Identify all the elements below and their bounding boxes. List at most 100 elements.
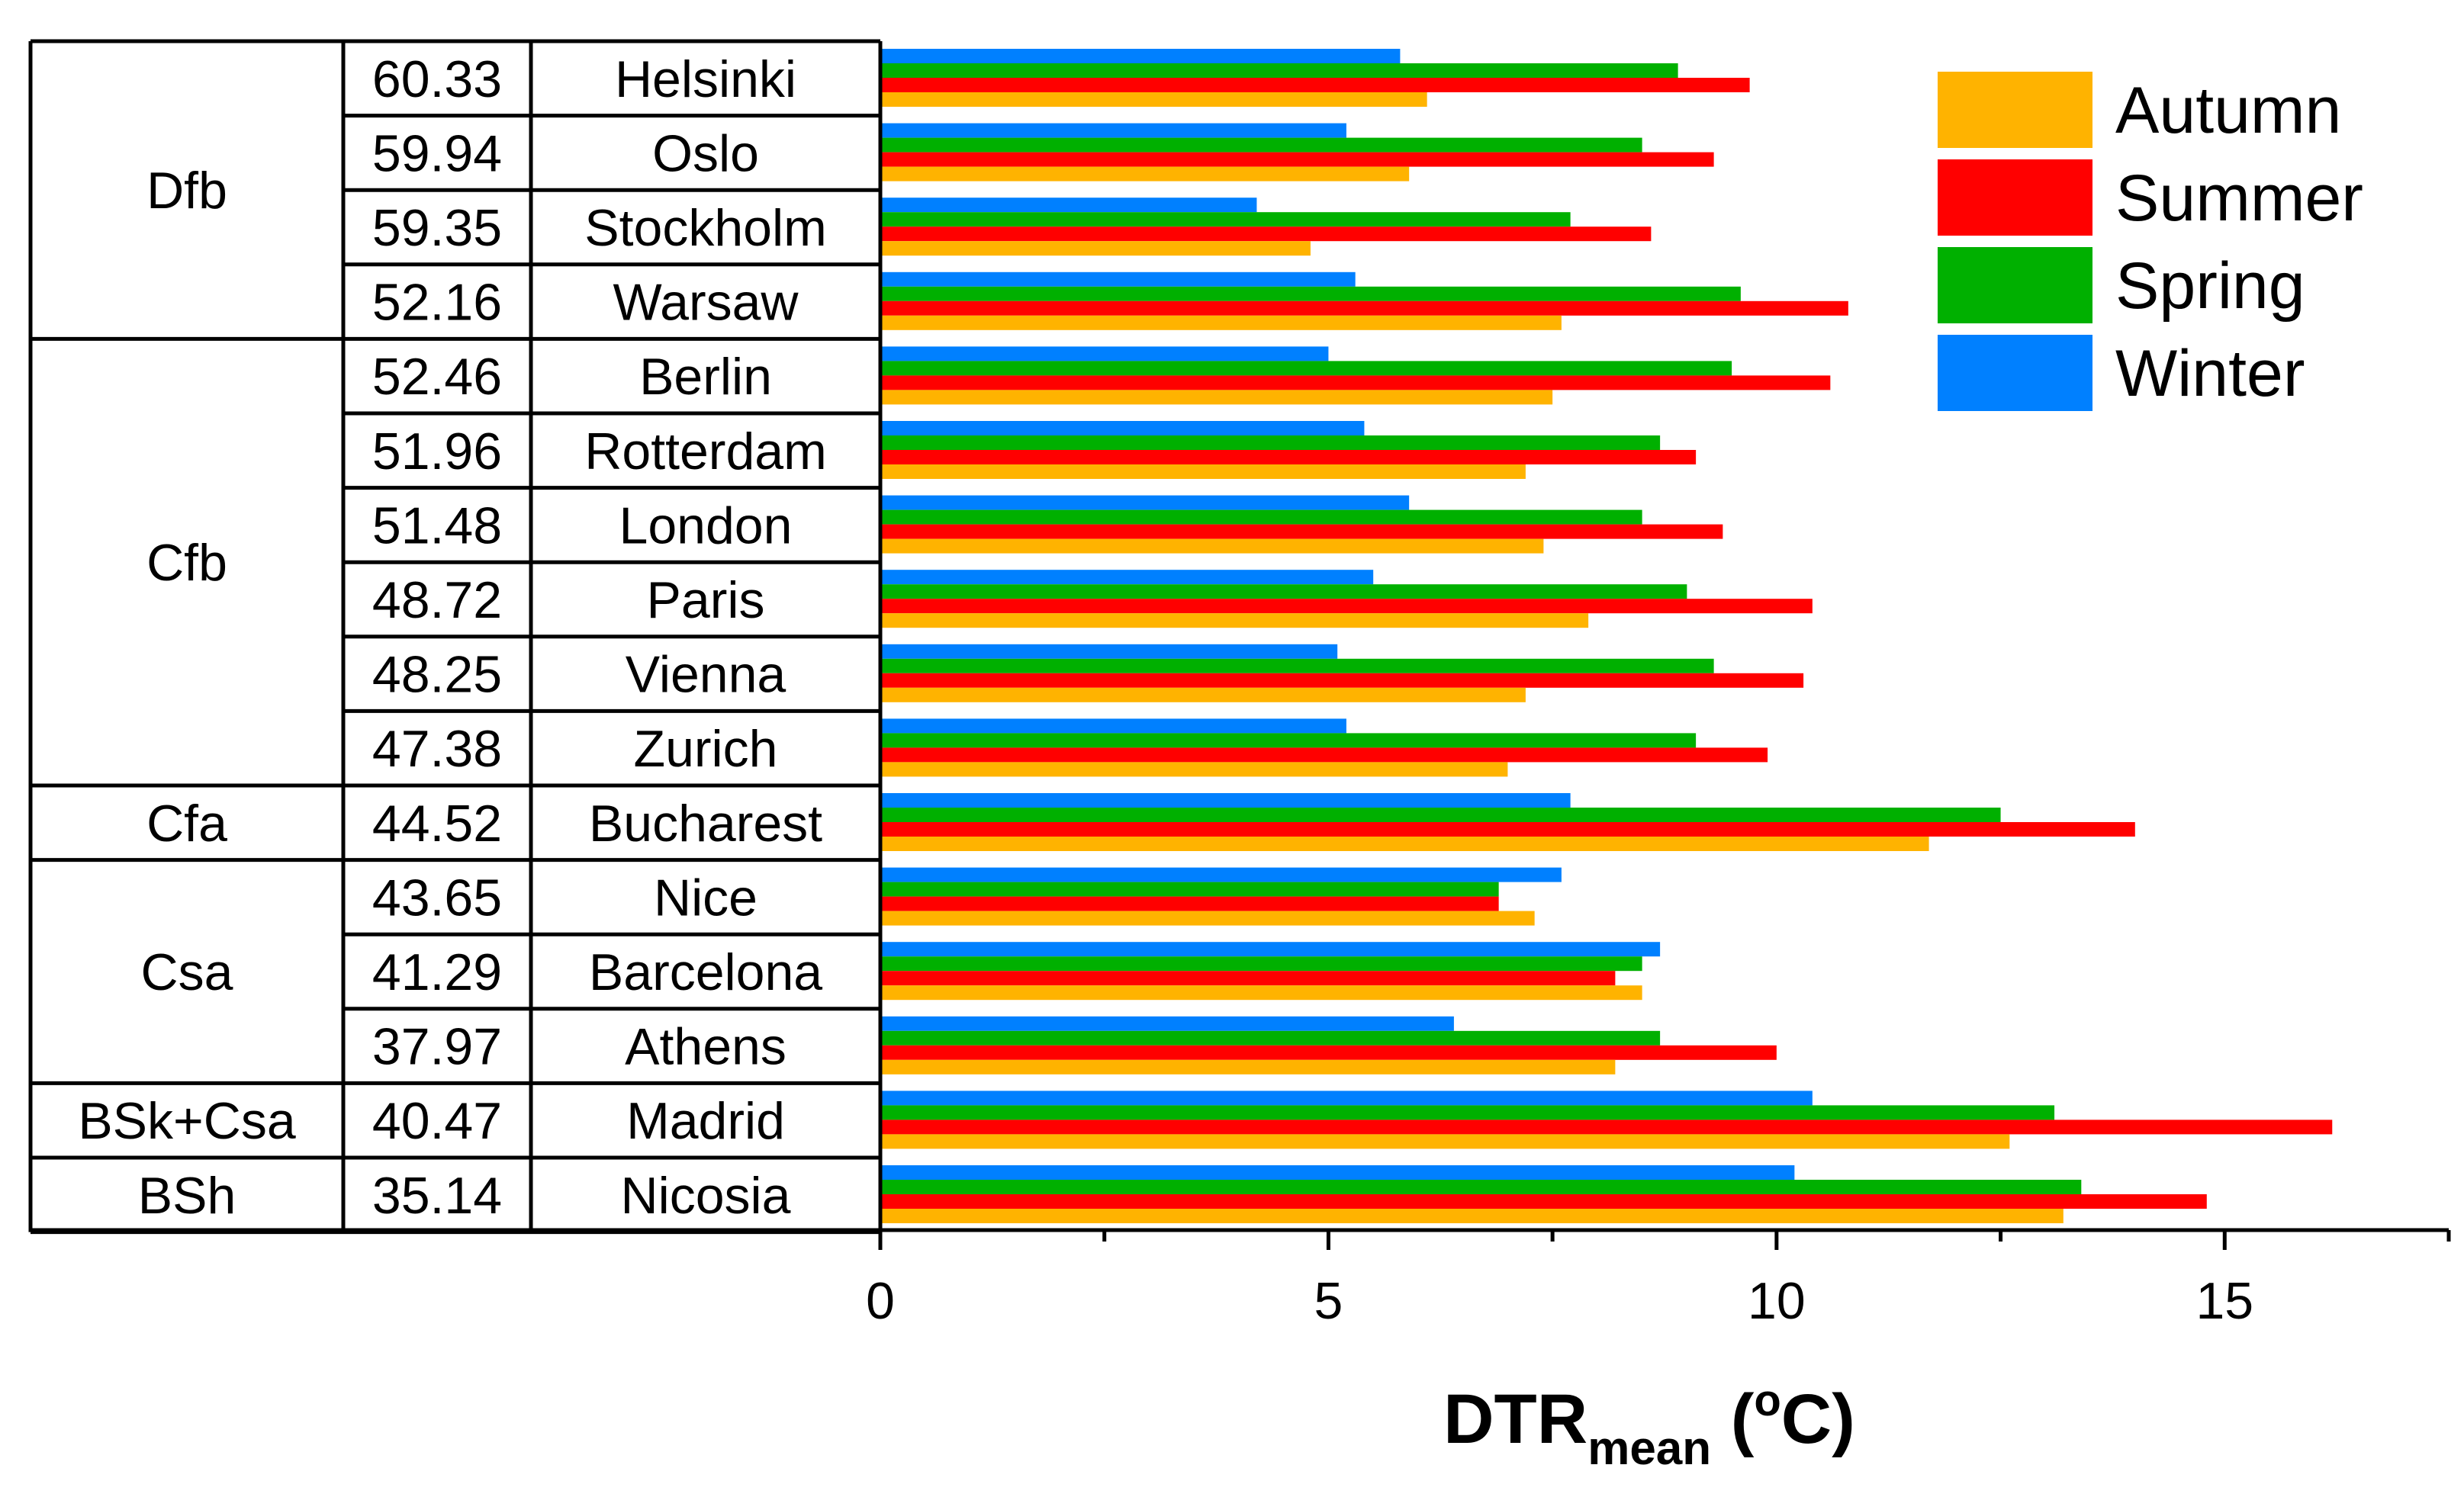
bar-zurich-winter <box>880 718 1346 734</box>
x-tick-label: 15 <box>2195 1272 2253 1330</box>
city-label-berlin: Berlin <box>639 348 772 406</box>
bar-nicosia-winter <box>880 1165 1795 1180</box>
legend-swatch-spring <box>1938 247 2092 323</box>
bar-vienna-spring <box>880 658 1714 673</box>
city-label-zurich: Zurich <box>634 720 778 778</box>
latitude-madrid: 40.47 <box>372 1092 502 1150</box>
latitude-rotterdam: 51.96 <box>372 422 502 480</box>
bar-london-spring <box>880 509 1642 525</box>
latitude-paris: 48.72 <box>372 571 502 629</box>
bar-berlin-winter <box>880 346 1329 361</box>
bar-barcelona-autumn <box>880 985 1642 1001</box>
bar-nice-autumn <box>880 911 1535 926</box>
bar-london-autumn <box>880 538 1544 554</box>
city-label-athens: Athens <box>625 1018 786 1076</box>
x-tick-label: 5 <box>1314 1272 1343 1330</box>
latitude-nicosia: 35.14 <box>372 1167 502 1225</box>
bar-paris-winter <box>880 570 1374 585</box>
bar-nice-summer <box>880 896 1499 911</box>
bar-vienna-summer <box>880 673 1804 688</box>
bar-london-winter <box>880 495 1410 510</box>
bar-helsinki-winter <box>880 49 1401 63</box>
bar-madrid-winter <box>880 1091 1813 1106</box>
latitude-berlin: 52.46 <box>372 348 502 406</box>
bar-nicosia-spring <box>880 1180 2082 1194</box>
bar-warsaw-summer <box>880 300 1848 316</box>
bar-vienna-winter <box>880 644 1338 659</box>
bar-vienna-autumn <box>880 687 1526 702</box>
bar-helsinki-summer <box>880 78 1750 92</box>
climate-label-dfb: Dfb <box>146 162 227 220</box>
city-label-helsinki: Helsinki <box>615 50 796 108</box>
bar-barcelona-spring <box>880 956 1642 972</box>
bar-oslo-spring <box>880 137 1642 153</box>
x-tick-label: 0 <box>866 1272 895 1330</box>
bar-oslo-summer <box>880 152 1714 167</box>
latitude-warsaw: 52.16 <box>372 274 502 332</box>
climate-label-bsh: BSh <box>138 1167 236 1225</box>
city-label-vienna: Vienna <box>626 646 786 704</box>
x-axis-title-units-open: ( <box>1711 1380 1755 1458</box>
bar-bucharest-summer <box>880 822 2135 837</box>
bar-rotterdam-winter <box>880 421 1365 435</box>
bar-stockholm-summer <box>880 226 1652 242</box>
bar-oslo-winter <box>880 123 1346 138</box>
x-axis-title-text: DTRmean (oC) <box>1443 1376 1855 1475</box>
bar-paris-autumn <box>880 613 1589 628</box>
bar-helsinki-spring <box>880 63 1678 78</box>
bar-rotterdam-summer <box>880 450 1697 464</box>
bar-helsinki-autumn <box>880 92 1427 107</box>
latitude-barcelona: 41.29 <box>372 943 502 1001</box>
legend-label-winter: Winter <box>2115 337 2305 410</box>
bar-athens-spring <box>880 1030 1661 1046</box>
x-axis: 0 5 10 15 <box>31 41 2451 1330</box>
bar-zurich-summer <box>880 747 1768 763</box>
city-label-barcelona: Barcelona <box>589 943 822 1001</box>
latitude-bucharest: 44.52 <box>372 795 502 853</box>
climate-label-csa: Csa <box>141 943 233 1001</box>
bar-madrid-spring <box>880 1105 2055 1120</box>
x-axis-title-units-close: C) <box>1781 1380 1855 1458</box>
bar-oslo-autumn <box>880 166 1410 182</box>
bar-nicosia-autumn <box>880 1209 2064 1223</box>
city-label-nicosia: Nicosia <box>621 1167 791 1225</box>
legend: Autumn Summer Spring Winter <box>1938 72 2363 411</box>
climate-label-cfb: Cfb <box>146 534 227 592</box>
latitude-helsinki: 60.33 <box>372 50 502 108</box>
bar-nice-winter <box>880 867 1562 882</box>
city-table: 60.33 Helsinki 59.94 Oslo 59.35 Stockholm 52.1… <box>28 39 880 1235</box>
bar-berlin-summer <box>880 375 1831 390</box>
city-label-london: London <box>619 496 793 554</box>
bar-athens-summer <box>880 1045 1777 1060</box>
bar-barcelona-summer <box>880 971 1616 986</box>
legend-swatch-winter <box>1938 335 2092 411</box>
x-axis-title-main: DTR <box>1443 1380 1587 1458</box>
latitude-vienna: 48.25 <box>372 646 502 704</box>
city-label-madrid: Madrid <box>626 1092 785 1150</box>
bar-athens-winter <box>880 1016 1454 1031</box>
bar-paris-summer <box>880 599 1813 614</box>
bar-bucharest-spring <box>880 808 2001 822</box>
bar-london-summer <box>880 524 1723 539</box>
bar-barcelona-winter <box>880 942 1661 957</box>
bar-paris-spring <box>880 584 1687 599</box>
latitude-oslo: 59.94 <box>372 124 502 182</box>
bar-berlin-autumn <box>880 390 1553 405</box>
latitude-stockholm: 59.35 <box>372 199 502 257</box>
bar-stockholm-winter <box>880 198 1257 213</box>
city-label-paris: Paris <box>647 571 765 629</box>
x-axis-title: DTRmean (oC) <box>1443 1376 1855 1475</box>
bar-stockholm-spring <box>880 212 1571 227</box>
city-label-oslo: Oslo <box>652 124 759 182</box>
city-label-rotterdam: Rotterdam <box>584 422 826 480</box>
bar-berlin-spring <box>880 361 1732 376</box>
climate-label-cfa: Cfa <box>146 795 227 853</box>
x-axis-title-subscript: mean <box>1587 1422 1711 1475</box>
x-axis-title-superscript: o <box>1754 1376 1780 1425</box>
legend-label-autumn: Autumn <box>2115 74 2341 147</box>
latitude-nice: 43.65 <box>372 869 502 927</box>
city-label-stockholm: Stockholm <box>584 199 826 257</box>
bar-zurich-autumn <box>880 762 1508 777</box>
